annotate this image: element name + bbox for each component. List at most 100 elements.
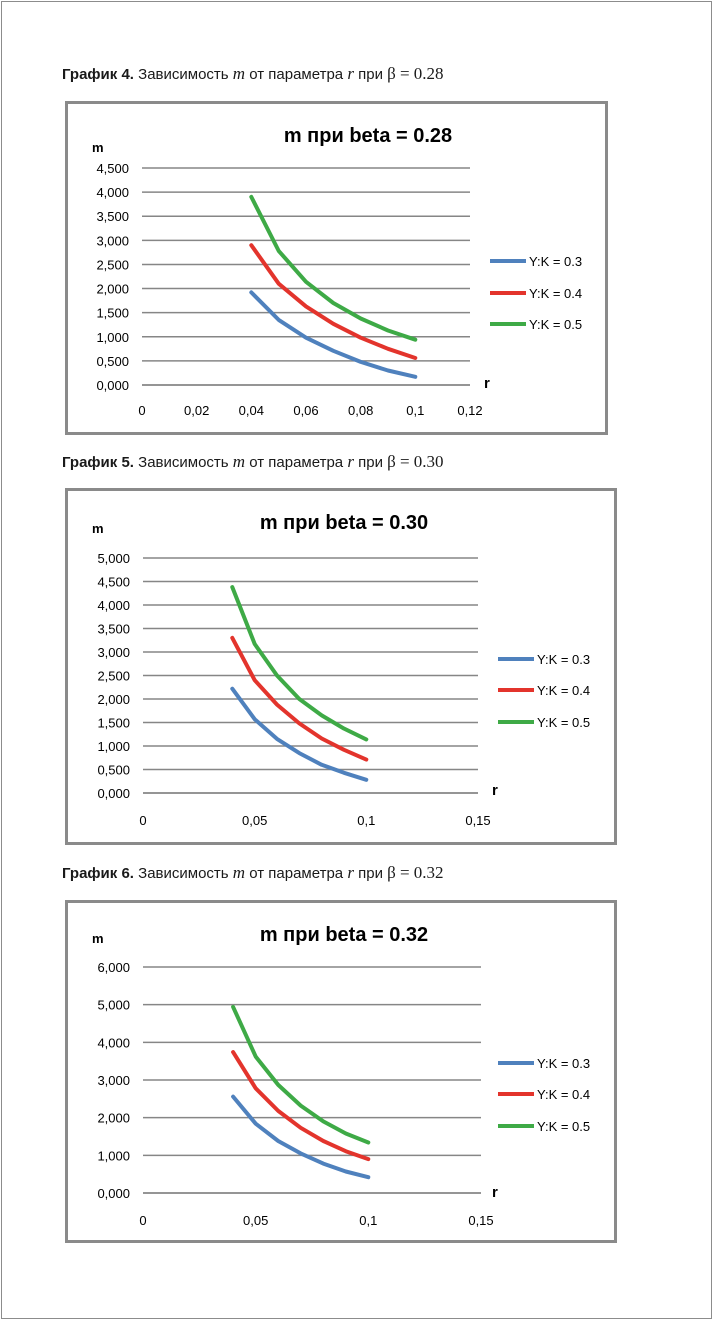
series-line	[231, 1050, 371, 1162]
caption-beta-value: = 0.30	[399, 452, 444, 471]
x-axis-label: r	[492, 782, 498, 799]
y-tick-label: 1,500	[96, 306, 129, 321]
caption-label: График 6.	[62, 865, 134, 882]
y-tick-label: 4,000	[97, 1035, 130, 1050]
caption-beta-value: = 0.28	[399, 64, 444, 83]
caption-pri: при	[358, 454, 383, 471]
x-tick-label: 0,04	[239, 403, 264, 418]
x-tick-label: 0,08	[348, 403, 373, 418]
y-tick-label: 2,000	[97, 1111, 130, 1126]
y-tick-label: 6,000	[97, 960, 130, 975]
caption-text: Зависимость	[138, 865, 229, 882]
legend-label: Y:K = 0.5	[529, 317, 582, 332]
y-tick-label: 5,000	[97, 998, 130, 1013]
y-tick-label: 3,500	[97, 622, 130, 637]
y-tick-label: 1,000	[97, 1148, 130, 1163]
x-tick-label: 0	[139, 1213, 146, 1228]
y-tick-label: 1,000	[96, 330, 129, 345]
y-tick-label: 0,000	[97, 786, 130, 801]
legend-label: Y:K = 0.4	[529, 286, 582, 301]
x-tick-label: 0	[138, 403, 145, 418]
chart-title: m при beta = 0.28	[284, 125, 452, 147]
caption-beta: β	[387, 452, 396, 471]
caption-mid: от параметра	[249, 66, 344, 83]
y-axis-label: m	[92, 140, 104, 155]
series-line	[249, 243, 418, 360]
caption-label: График 4.	[62, 66, 134, 83]
y-tick-label: 3,000	[96, 233, 129, 248]
caption-var-m: m	[232, 863, 246, 882]
y-tick-label: 1,500	[97, 716, 130, 731]
y-tick-label: 0,000	[96, 378, 129, 393]
caption-text: Зависимость	[138, 66, 229, 83]
y-tick-label: 3,000	[97, 645, 130, 660]
x-tick-label: 0,06	[293, 403, 318, 418]
series-line	[231, 1004, 371, 1145]
legend-label: Y:K = 0.3	[529, 254, 582, 269]
chart-caption-5: График 5. Зависимость m от параметра r п…	[62, 452, 444, 472]
chart-title: m при beta = 0.30	[260, 512, 428, 534]
x-tick-label: 0,15	[468, 1213, 493, 1228]
chart-5: m при beta = 0.30 m 0,000 0,500 1,000 1,500 2,…	[92, 512, 590, 828]
chart-caption-4: График 4. Зависимость m от параметра r п…	[62, 64, 444, 84]
x-axis-label: r	[484, 375, 490, 392]
chart-caption-6: График 6. Зависимость m от параметра r п…	[62, 863, 444, 883]
series-line	[230, 635, 369, 762]
caption-pri: при	[358, 66, 383, 83]
legend-label: Y:K = 0.3	[537, 1056, 590, 1071]
x-tick-label: 0,1	[359, 1213, 377, 1228]
caption-var-m: m	[232, 452, 246, 471]
series-line	[249, 194, 418, 342]
x-tick-label: 0	[139, 813, 146, 828]
y-tick-label: 4,000	[96, 185, 129, 200]
legend-label: Y:K = 0.4	[537, 683, 590, 698]
y-tick-label: 3,000	[97, 1073, 130, 1088]
chart-title: m при beta = 0.32	[260, 924, 428, 946]
y-tick-label: 2,000	[96, 282, 129, 297]
y-axis-label: m	[92, 931, 104, 946]
y-axis-label: m	[92, 521, 104, 536]
x-tick-label: 0,1	[357, 813, 375, 828]
x-tick-label: 0,05	[243, 1213, 268, 1228]
y-tick-label: 4,500	[97, 575, 130, 590]
caption-var-r: r	[347, 863, 354, 882]
caption-var-m: m	[232, 64, 246, 83]
x-tick-label: 0,1	[406, 403, 424, 418]
y-tick-label: 2,000	[97, 692, 130, 707]
y-tick-label: 2,500	[96, 257, 129, 272]
y-tick-label: 4,000	[97, 598, 130, 613]
caption-label: График 5.	[62, 454, 134, 471]
legend-label: Y:K = 0.5	[537, 1119, 590, 1134]
caption-beta: β	[387, 64, 396, 83]
series-line	[249, 290, 418, 379]
x-tick-label: 0,05	[242, 813, 267, 828]
x-tick-label: 0,15	[465, 813, 490, 828]
caption-var-r: r	[347, 452, 354, 471]
caption-var-r: r	[347, 64, 354, 83]
series-line	[230, 686, 369, 782]
chart-panel-5: m при beta = 0.30 m 0,000 0,500 1,000 1,500 2,…	[65, 488, 617, 845]
chart-panel-4: m при beta = 0.28 m 0,000 0,500 1,000 1,500 2,…	[65, 101, 608, 435]
caption-beta-value: = 0.32	[399, 863, 444, 882]
y-tick-label: 3,500	[96, 209, 129, 224]
x-axis-label: r	[492, 1184, 498, 1201]
legend-label: Y:K = 0.3	[537, 652, 590, 667]
caption-beta: β	[387, 863, 396, 882]
x-tick-label: 0,12	[457, 403, 482, 418]
caption-mid: от параметра	[249, 454, 344, 471]
y-tick-label: 0,000	[97, 1186, 130, 1201]
caption-pri: при	[358, 865, 383, 882]
y-tick-label: 0,500	[96, 354, 129, 369]
series-line	[230, 585, 369, 742]
chart-4: m при beta = 0.28 m 0,000 0,500 1,000 1,500 2,…	[92, 125, 582, 418]
y-tick-label: 2,500	[97, 669, 130, 684]
legend-label: Y:K = 0.4	[537, 1087, 590, 1102]
chart-6: m при beta = 0.32 m 0,000 1,000 2,000 3,000 4,…	[92, 924, 590, 1228]
x-tick-label: 0,02	[184, 403, 209, 418]
y-tick-label: 5,000	[97, 551, 130, 566]
caption-mid: от параметра	[249, 865, 344, 882]
series-line	[231, 1094, 371, 1180]
y-tick-label: 1,000	[97, 739, 130, 754]
caption-text: Зависимость	[138, 454, 229, 471]
